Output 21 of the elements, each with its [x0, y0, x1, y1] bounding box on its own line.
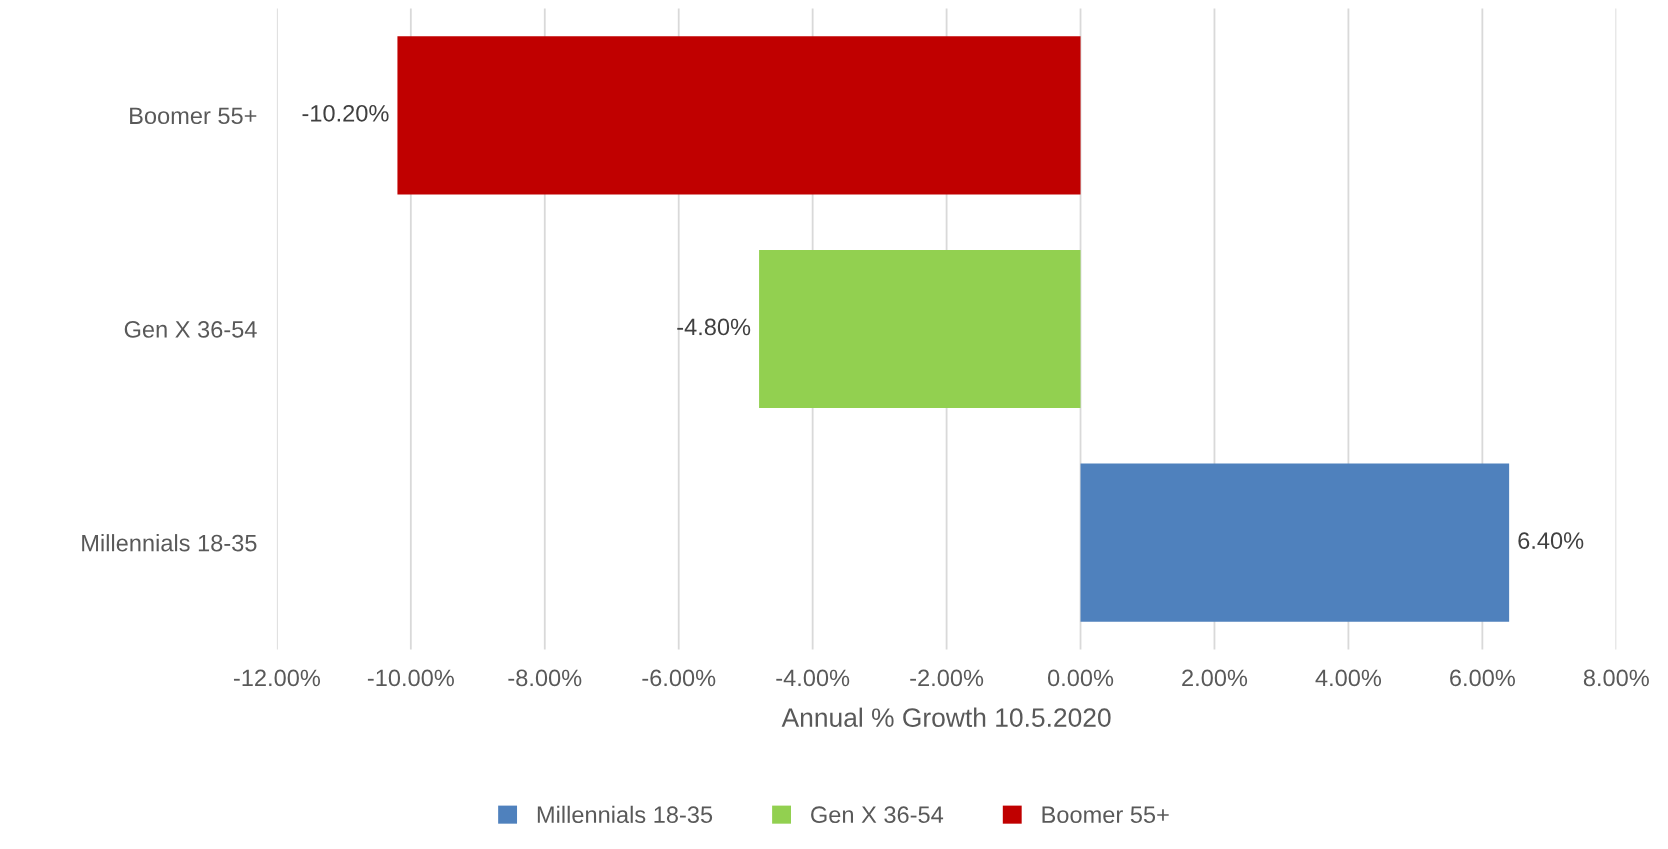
x-tick-label: -2.00% [910, 669, 984, 687]
y-tick-label: Boomer 55+ [130, 107, 257, 125]
x-tick-label: -10.00% [367, 669, 454, 687]
y-tick-label: Millennials 18-35 [82, 534, 257, 552]
x-tick-label: -4.00% [776, 669, 850, 687]
x-tick-label: 2.00% [1182, 669, 1248, 687]
x-tick-label: 4.00% [1315, 669, 1382, 687]
x-tick-label: 6.00% [1450, 669, 1515, 687]
x-tick-label: -6.00% [642, 669, 716, 687]
legend-label: Gen X 36-54 [811, 806, 944, 824]
data-label: -4.80% [677, 318, 751, 336]
x-tick-label: -8.00% [508, 669, 582, 687]
x-axis-title: Annual % Growth 10.5.2020 [781, 707, 1111, 727]
data-label: -10.20% [302, 104, 389, 122]
x-tick-label: 8.00% [1583, 669, 1649, 687]
y-tick-label: Gen X 36-54 [124, 321, 257, 338]
legend-label: Millennials 18-35 [537, 805, 713, 824]
x-tick-label: -12.00% [233, 669, 321, 687]
legend-label: Boomer 55+ [1042, 806, 1169, 824]
x-tick-label: 0.00% [1047, 669, 1114, 687]
data-label: 6.40% [1518, 532, 1584, 549]
